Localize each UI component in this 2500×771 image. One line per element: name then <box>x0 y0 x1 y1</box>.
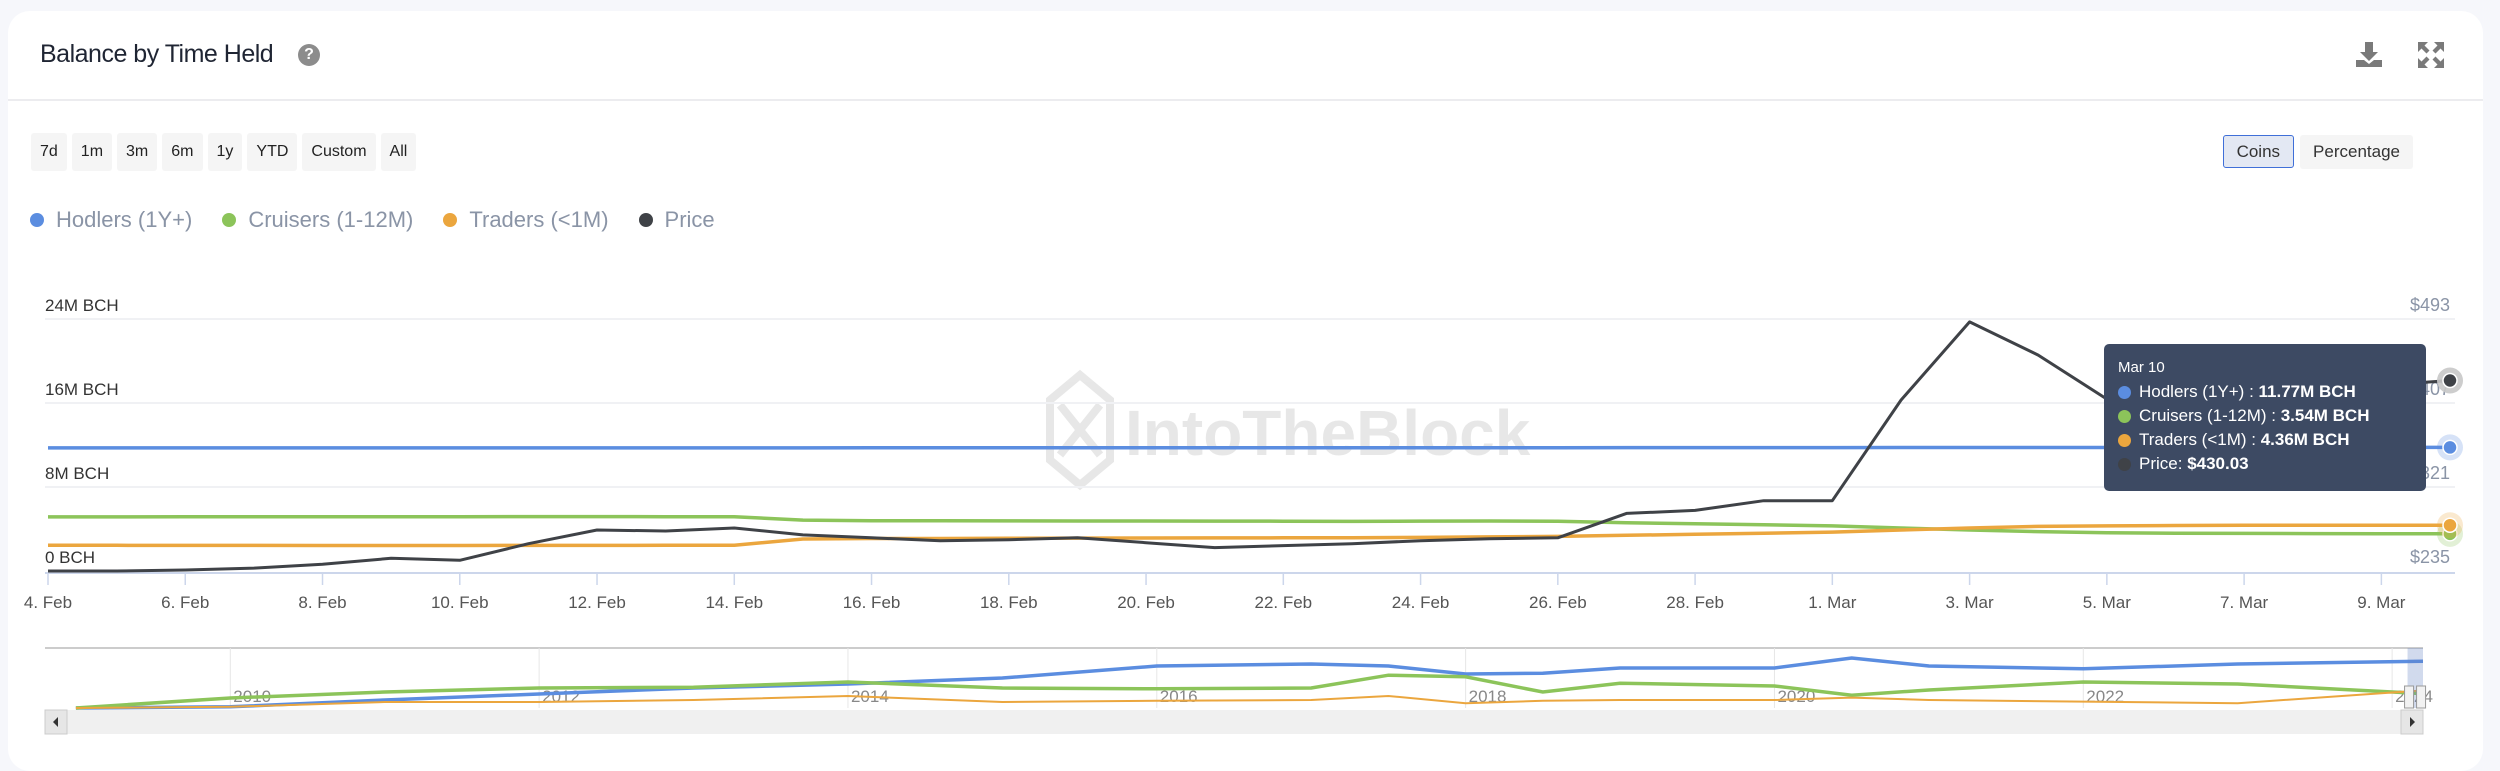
unit-toggle: Coins Percentage <box>2222 135 2413 169</box>
traders-line <box>48 523 2450 548</box>
navigator-year-label: 2012 <box>542 687 580 706</box>
x-axis-label: 28. Feb <box>1666 593 1724 612</box>
x-axis-label: 5. Mar <box>2083 593 2132 612</box>
x-axis-label: 10. Feb <box>431 593 489 612</box>
navigator-traders-line <box>75 689 2424 709</box>
hodlers-point <box>2442 439 2458 456</box>
tooltip-label: Price: <box>2139 454 2188 473</box>
coins-button[interactable]: Coins <box>2222 135 2295 168</box>
card-header: Balance by Time Held ? <box>8 11 2483 101</box>
x-axis-label: 6. Feb <box>161 593 209 612</box>
tooltip-value: 3.54M BCH <box>2280 406 2370 425</box>
x-axis-label: 12. Feb <box>568 593 626 612</box>
range-all-button[interactable]: All <box>380 133 417 171</box>
traders-dot-icon <box>2118 433 2131 447</box>
x-axis-label: 8. Feb <box>298 593 346 612</box>
tooltip-row-price: Price: $430.03 <box>2118 452 2412 476</box>
percentage-button[interactable]: Percentage <box>2300 135 2413 169</box>
y-axis-right-label: $235 <box>2410 547 2450 567</box>
traders-dot-icon <box>443 213 458 227</box>
card-title: Balance by Time Held <box>40 40 274 68</box>
question-circle-icon[interactable]: ? <box>298 44 320 66</box>
legend-label: Hodlers (1Y+) <box>56 207 193 232</box>
hodlers-line <box>48 445 2450 450</box>
legend: Hodlers (1Y+) Cruisers (1-12M) Traders (… <box>30 207 715 233</box>
y-axis-left-label: 16M BCH <box>45 380 119 399</box>
price-line <box>48 320 2451 573</box>
navigator-year-label: 2022 <box>2086 687 2124 706</box>
range-6m-button[interactable]: 6m <box>162 133 203 171</box>
watermark-text: IntoTheBlock <box>1125 397 1531 469</box>
hodlers-dot-icon <box>30 213 44 227</box>
x-axis-label: 9. Mar <box>2357 593 2406 612</box>
range-1m-button[interactable]: 1m <box>71 133 113 171</box>
navigator-handle-right[interactable] <box>2416 685 2427 709</box>
tooltip-value: 11.77M BCH <box>2258 382 2356 401</box>
x-axis-label: 14. Feb <box>705 593 763 612</box>
tooltip-date: Mar 10 <box>2118 359 2165 376</box>
time-range-buttons: 7d 1m 3m 6m 1y YTD Custom All <box>31 133 417 171</box>
x-axis-label: 26. Feb <box>1529 593 1587 612</box>
legend-label: Price <box>664 207 715 232</box>
tooltip-row-traders: Traders (<1M) : 4.36M BCH <box>2118 428 2412 452</box>
range-ytd-button[interactable]: YTD <box>247 133 298 171</box>
traders-point <box>2442 517 2458 533</box>
y-axis-right-label: $493 <box>2410 295 2450 315</box>
tooltip-row-hodlers: Hodlers (1Y+) : 11.77M BCH <box>2118 380 2412 404</box>
expand-icon[interactable] <box>2415 39 2447 71</box>
price-point <box>2442 372 2458 389</box>
legend-item-cruisers[interactable]: Cruisers (1-12M) <box>222 207 413 233</box>
tooltip-label: Hodlers (1Y+) : <box>2139 382 2259 401</box>
x-axis-label: 1. Mar <box>1808 593 1857 612</box>
x-axis-label: 3. Mar <box>1946 593 1995 612</box>
x-axis-label: 20. Feb <box>1117 593 1175 612</box>
cruisers-dot-icon <box>222 213 237 227</box>
legend-item-traders[interactable]: Traders (<1M) <box>443 207 609 233</box>
scrollbar-track[interactable] <box>45 710 2423 734</box>
chevron-left-icon <box>53 717 58 727</box>
x-axis-label: 16. Feb <box>843 593 901 612</box>
x-axis-label: 18. Feb <box>980 593 1038 612</box>
tooltip: Mar 10 Hodlers (1Y+) : 11.77M BCH Cruise… <box>2104 344 2426 491</box>
range-3m-button[interactable]: 3m <box>117 133 158 171</box>
legend-item-price[interactable]: Price <box>638 207 715 233</box>
legend-label: Cruisers (1-12M) <box>248 207 414 232</box>
range-7d-button[interactable]: 7d <box>31 133 67 171</box>
range-custom-button[interactable]: Custom <box>302 133 376 171</box>
download-icon[interactable] <box>2353 39 2385 71</box>
price-dot-icon <box>638 213 653 227</box>
y-axis-left-label: 24M BCH <box>45 296 119 315</box>
navigator-handle-left[interactable] <box>2404 685 2415 709</box>
y-axis-left-label: 0 BCH <box>45 548 95 567</box>
legend-label: Traders (<1M) <box>469 207 609 232</box>
x-axis-label: 24. Feb <box>1392 593 1450 612</box>
navigator-year-label: 2020 <box>1777 687 1815 706</box>
tooltip-label: Traders (<1M) : <box>2139 430 2261 449</box>
price-dot-icon <box>2118 457 2131 471</box>
y-axis-left-label: 8M BCH <box>45 464 109 483</box>
x-axis-label: 7. Mar <box>2220 593 2269 612</box>
tooltip-row-cruisers: Cruisers (1-12M) : 3.54M BCH <box>2118 404 2412 428</box>
chart-card: Balance by Time Held ? 7d 1m 3m 6m 1y YT… <box>8 11 2483 771</box>
cruisers-dot-icon <box>2118 409 2131 423</box>
hodlers-dot-icon <box>2118 385 2131 399</box>
x-axis-label: 4. Feb <box>24 593 72 612</box>
legend-item-hodlers[interactable]: Hodlers (1Y+) <box>30 207 192 233</box>
tooltip-value: $430.03 <box>2187 454 2249 473</box>
tooltip-value: 4.36M BCH <box>2260 430 2350 449</box>
navigator-hodlers-line <box>75 656 2424 710</box>
range-1y-button[interactable]: 1y <box>207 133 243 171</box>
chevron-right-icon <box>2410 717 2415 727</box>
cruisers-line <box>48 514 2451 536</box>
tooltip-label: Cruisers (1-12M) : <box>2139 406 2281 425</box>
watermark-logo: IntoTheBlock <box>1046 369 1531 491</box>
x-axis-label: 22. Feb <box>1254 593 1312 612</box>
navigator-cruisers-line <box>75 673 2424 710</box>
